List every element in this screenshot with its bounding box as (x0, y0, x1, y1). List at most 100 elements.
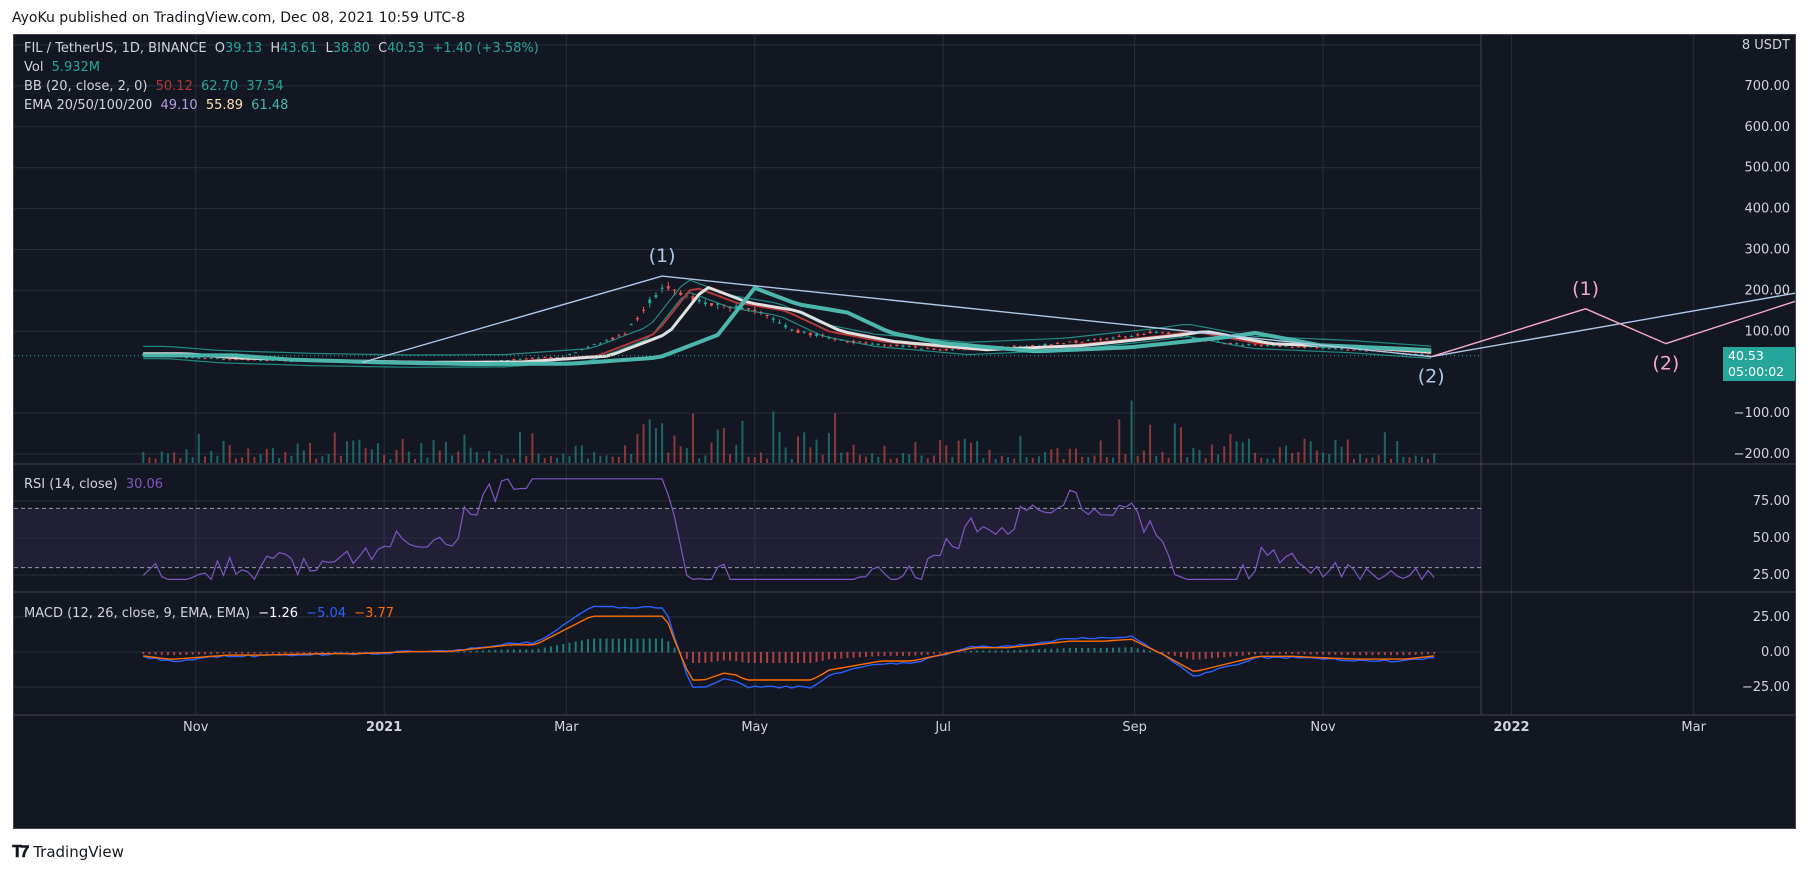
macd-histogram-bar (574, 641, 577, 653)
rsi-legend: RSI (14, close) 30.06 (24, 477, 167, 492)
candle-body (672, 289, 676, 291)
volume-bar (963, 438, 966, 463)
volume-bar (1186, 457, 1189, 463)
bb-basis-value: 50.12 (155, 79, 193, 94)
volume-bar (1402, 456, 1405, 463)
macd-tick-label: 0.00 (1761, 645, 1790, 660)
volume-bar (586, 458, 589, 463)
candle-body (1117, 335, 1121, 337)
volume-bar (617, 456, 620, 463)
macd-histogram-bar (549, 646, 552, 653)
volume-bar (1105, 457, 1108, 463)
volume-bar (1408, 457, 1411, 463)
macd-histogram-bar (908, 652, 911, 656)
macd-histogram-bar (525, 649, 528, 653)
volume-bar (685, 448, 688, 463)
macd-histogram-bar (766, 652, 769, 663)
candle-body (1130, 336, 1134, 338)
candle-body (611, 337, 615, 340)
macd-histogram-bar (654, 638, 657, 653)
volume-bar (1352, 458, 1355, 463)
volume-bar (667, 452, 670, 463)
candle-body (184, 357, 188, 359)
volume-bar (1173, 423, 1176, 463)
volume-bar (778, 432, 781, 463)
macd-histogram-bar (1019, 649, 1022, 653)
bb-legend: BB (20, close, 2, 0) 50.12 62.70 37.54 (24, 79, 288, 94)
rsi-tick-label: 50.00 (1753, 531, 1790, 546)
volume-bar (846, 452, 849, 463)
high-value: 43.61 (280, 41, 318, 56)
volume-bar (166, 453, 169, 463)
volume-bar (1130, 400, 1133, 463)
macd-histogram-bar (667, 641, 670, 653)
volume-bar (1377, 455, 1380, 463)
candle-body (234, 359, 238, 361)
price-tick-label: 600.00 (1745, 120, 1791, 135)
macd-histogram-bar (463, 651, 466, 653)
volume-bar (920, 455, 923, 463)
high-label: H (270, 41, 281, 56)
macd-histogram-bar (358, 652, 361, 654)
wave-label-pink: (1) (1572, 278, 1599, 300)
chart-frame[interactable]: Nov2021MarMayJulSepNov2022MarMayJulSepNo… (13, 34, 1796, 829)
macd-histogram-bar (1050, 648, 1053, 653)
volume-bar (475, 452, 478, 463)
macd-histogram-bar (296, 652, 299, 654)
volume-bar (253, 456, 256, 463)
macd-histogram-bar (883, 652, 886, 656)
volume-bar (228, 444, 231, 463)
macd-histogram-bar (926, 652, 929, 655)
volume-bar (673, 435, 676, 463)
price-tick-label: −200.00 (1734, 447, 1790, 462)
volume-bar (1210, 444, 1213, 463)
volume-bar (494, 458, 497, 463)
macd-histogram-bar (605, 638, 608, 653)
macd-histogram-bar (1087, 647, 1090, 653)
macd-histogram-bar (784, 652, 787, 663)
macd-histogram-bar (284, 652, 287, 654)
macd-histogram-bar (166, 652, 169, 656)
last-price-badge: 40.53 05:00:02 (1723, 347, 1795, 381)
volume-bar (525, 455, 528, 463)
volume-bar (982, 458, 985, 463)
macd-histogram-bar (278, 652, 281, 654)
candle-body (1068, 341, 1072, 343)
macd-histogram-bar (1093, 647, 1096, 653)
volume-bar (605, 455, 608, 463)
macd-histogram-bar (1068, 647, 1071, 653)
volume-bar (432, 440, 435, 463)
volume-bar (1031, 458, 1034, 463)
candle-body (1296, 346, 1300, 348)
volume-bar (401, 438, 404, 463)
candle-body (1235, 343, 1239, 345)
macd-legend: MACD (12, 26, close, 9, EMA, EMA) −1.26 … (24, 606, 398, 621)
volume-bar (364, 448, 367, 463)
volume-bar (1266, 458, 1269, 463)
volume-bar (500, 454, 503, 463)
open-value: 39.13 (224, 41, 263, 56)
chart-canvas[interactable]: Nov2021MarMayJulSepNov2022MarMayJulSepNo… (14, 35, 1795, 828)
volume-bar (932, 455, 935, 463)
macd-histogram-bar (685, 652, 688, 660)
macd-histogram-bar (1272, 652, 1275, 655)
ema-line (143, 285, 1432, 366)
footer-brand[interactable]: 𝐓𝟕 TradingView (12, 842, 124, 862)
volume-bar (1013, 458, 1016, 463)
candle-body (265, 360, 269, 362)
macd-histogram-bar (1025, 649, 1028, 653)
candle-body (697, 299, 701, 302)
volume-legend: Vol 5.932M (24, 60, 104, 75)
candle-body (913, 346, 917, 348)
candle-body (598, 343, 602, 345)
candle-body (734, 305, 738, 308)
volume-bar (871, 453, 874, 463)
volume-bar (1254, 452, 1257, 463)
volume-bar (290, 455, 293, 463)
price-tick-label: 8 USDT (1742, 38, 1790, 53)
macd-histogram-bar (1167, 652, 1170, 655)
macd-histogram-bar (691, 652, 694, 663)
volume-bar (463, 434, 466, 463)
rsi-value: 30.06 (125, 477, 164, 492)
macd-histogram-bar (160, 652, 163, 655)
